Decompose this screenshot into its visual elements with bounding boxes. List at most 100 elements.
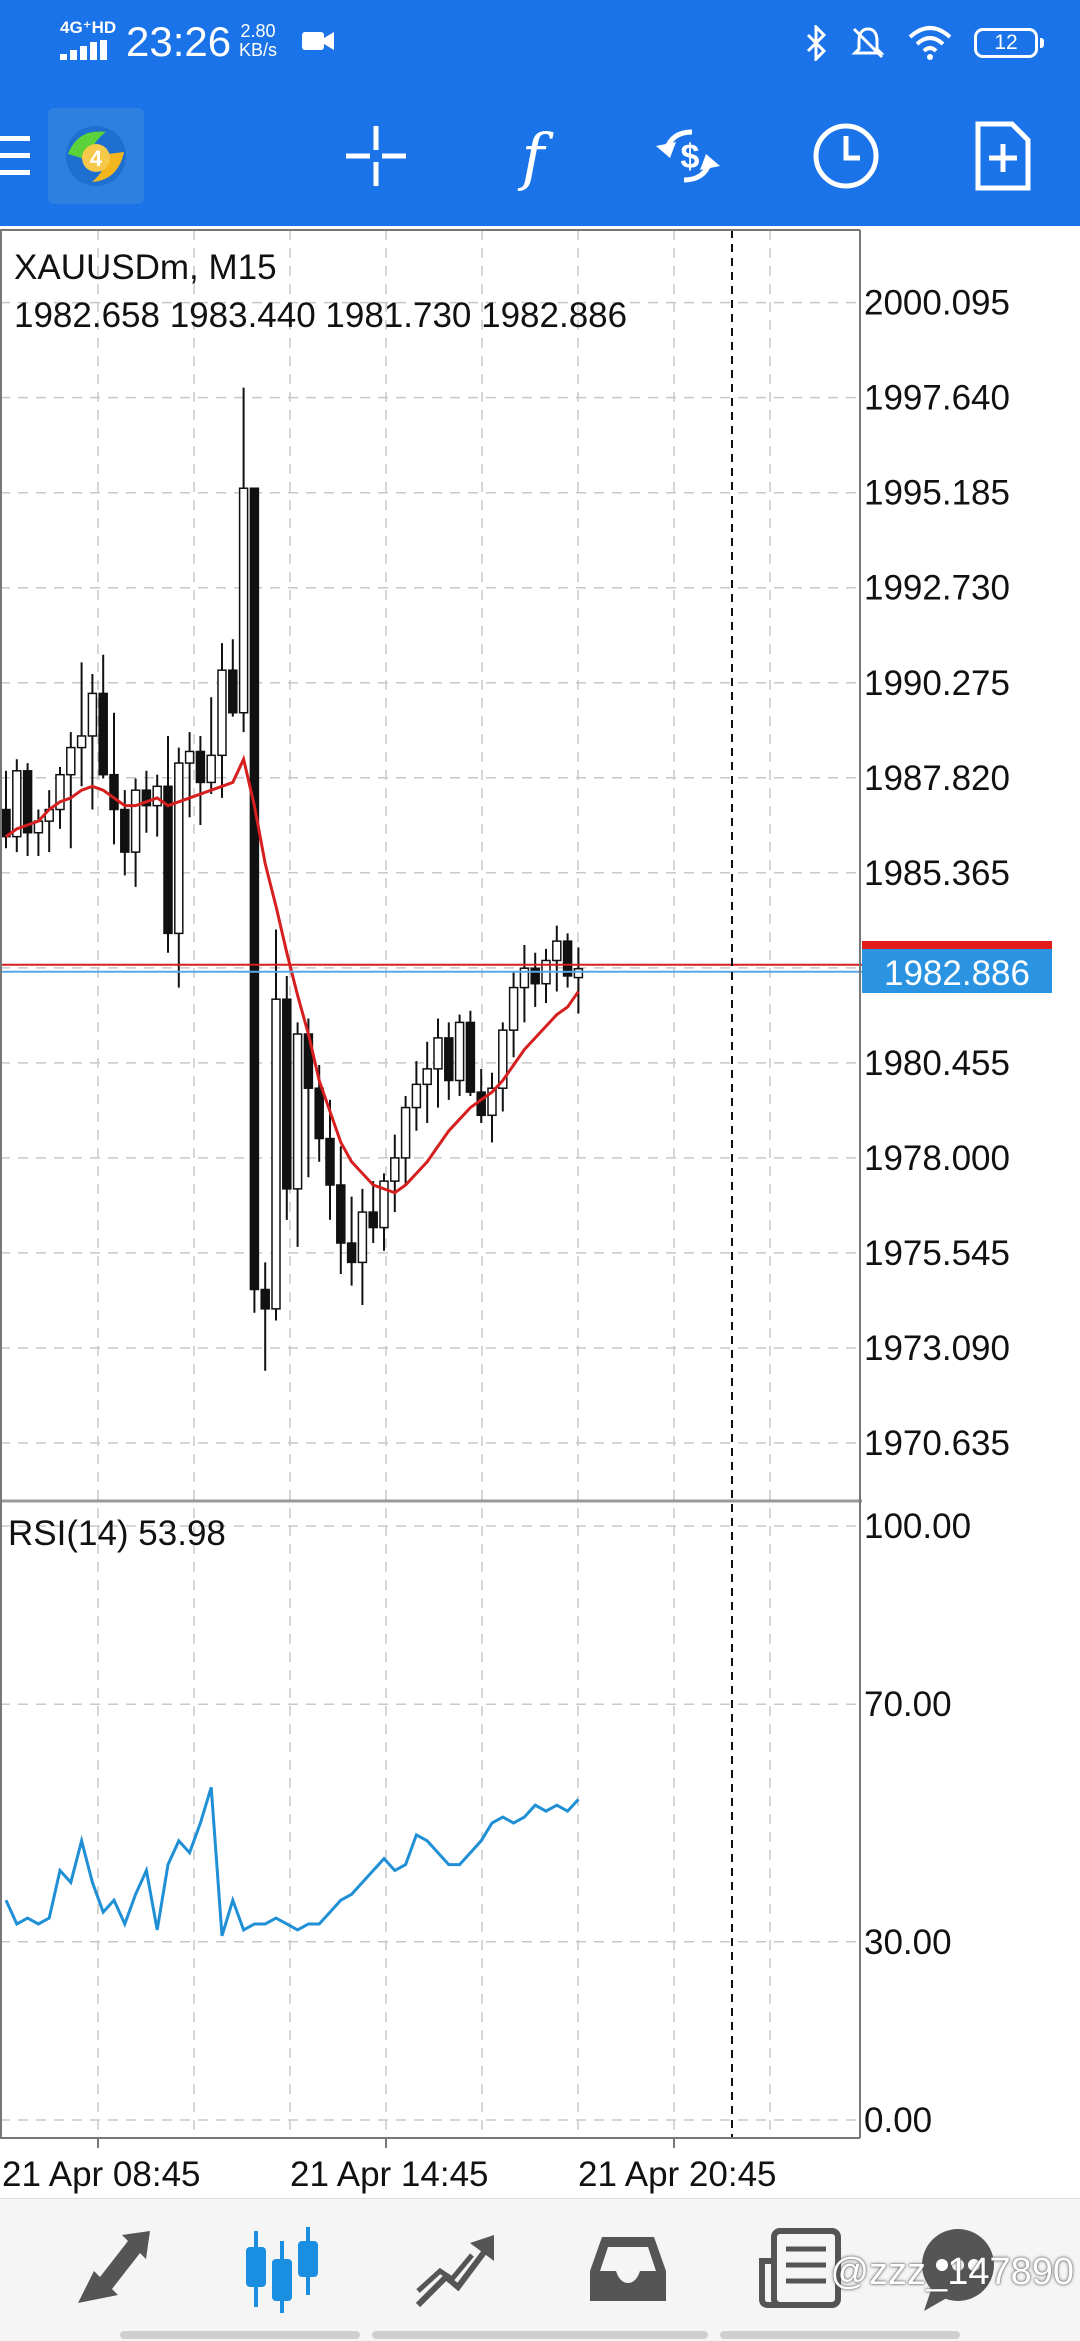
candle-body <box>152 785 162 807</box>
rsi-axis: 100.00 70.00 30.00 0.00 <box>864 1507 971 2140</box>
candle-body <box>109 773 119 811</box>
candle-body <box>325 1137 335 1186</box>
candle <box>454 1014 465 1096</box>
candle-body <box>184 750 195 764</box>
price-axis-label: 1970.635 <box>864 1424 1010 1463</box>
candle-body <box>163 785 173 935</box>
price-axis-label: 1987.820 <box>864 759 1010 798</box>
candle <box>487 1072 497 1143</box>
function-icon[interactable]: f <box>497 120 569 193</box>
crosshair-icon[interactable] <box>340 120 412 192</box>
nav-news-icon[interactable] <box>752 2221 848 2317</box>
price-axis-label: 2000.095 <box>864 284 1010 323</box>
rsi-line <box>4 1786 580 1937</box>
candle <box>422 1041 432 1124</box>
candle-body <box>519 967 530 989</box>
rsi-axis-label: 0.00 <box>864 2101 932 2140</box>
rsi-axis-label: 30.00 <box>864 1923 952 1962</box>
candle-body <box>238 487 249 714</box>
watermark-text: @zzz_147890 <box>830 2251 1074 2293</box>
current-price-tag: 1982.886 <box>862 940 1052 993</box>
status-icons: 12 <box>806 22 1044 64</box>
candle <box>411 1061 422 1131</box>
nav-messages-icon[interactable] <box>910 2221 1006 2317</box>
candle <box>444 1022 454 1100</box>
candle <box>282 975 292 1220</box>
candle-body <box>400 1106 411 1159</box>
candle-body <box>174 762 184 935</box>
nav-quotes-icon[interactable] <box>64 2221 160 2317</box>
candle <box>217 643 227 798</box>
signal-icon <box>60 40 108 60</box>
candle-body <box>444 1037 454 1082</box>
candle <box>271 929 281 1321</box>
candle-body <box>476 1091 486 1117</box>
candle-body <box>87 692 98 737</box>
candle-body <box>195 750 206 784</box>
candle-body <box>346 1242 357 1264</box>
candle <box>44 790 54 853</box>
candle-body <box>357 1211 368 1264</box>
candle <box>357 1188 368 1305</box>
price-axis-label: 1978.000 <box>864 1139 1010 1178</box>
candle <box>346 1196 357 1286</box>
candle-body <box>76 735 87 749</box>
rsi-axis-label: 100.00 <box>864 1507 971 1546</box>
candle <box>379 1173 389 1251</box>
svg-text:f: f <box>518 120 555 192</box>
nav-trade-icon[interactable] <box>406 2221 502 2317</box>
candle-body <box>292 1033 303 1190</box>
mt4-logo-icon[interactable]: 4 <box>48 108 144 204</box>
battery-icon: 12 <box>974 28 1044 58</box>
nav-history-icon[interactable] <box>580 2221 676 2317</box>
price-axis-label: 1995.185 <box>864 474 1010 513</box>
candle <box>249 487 260 1313</box>
candle <box>325 1099 335 1220</box>
nav-chart-icon[interactable] <box>234 2221 330 2317</box>
candle-body <box>271 998 281 1310</box>
candle <box>368 1181 378 1244</box>
candle-body <box>314 1087 324 1140</box>
candle-body <box>1 808 11 838</box>
candle-body <box>368 1211 378 1229</box>
chart-canvas[interactable]: 2000.095 1997.640 1995.185 1992.730 1990.275… <box>0 226 1080 2198</box>
bluetooth-icon <box>806 25 827 61</box>
candle <box>476 1068 486 1124</box>
candle <box>130 778 141 887</box>
candle-body <box>573 968 584 979</box>
candle-body <box>552 940 562 962</box>
candle <box>519 944 530 1023</box>
trade-icon[interactable]: $ <box>652 120 724 192</box>
clock-icon[interactable] <box>810 120 882 192</box>
bottom-navigation: @zzz_147890 <box>0 2198 1080 2341</box>
speed-unit: KB/s <box>239 40 278 60</box>
candle <box>260 1262 270 1371</box>
candle <box>292 1022 303 1247</box>
candle-body <box>465 1021 476 1093</box>
candle-body <box>66 746 76 776</box>
price-axis-label: 1985.365 <box>864 854 1010 893</box>
candle <box>109 712 119 845</box>
gesture-bar-right <box>720 2331 960 2339</box>
candle-body <box>454 1021 465 1082</box>
clock-time: 23:26 <box>126 18 232 65</box>
status-bar: 4G⁺HD 23:26 2.80 KB/s 12 <box>0 0 1080 86</box>
candle <box>87 674 98 810</box>
candle <box>152 774 162 837</box>
candle <box>174 747 184 988</box>
gesture-bar-center <box>372 2331 708 2339</box>
candle-body <box>228 669 238 714</box>
menu-icon[interactable] <box>0 136 30 176</box>
candle <box>22 763 33 856</box>
candle-body <box>55 773 65 811</box>
new-file-icon[interactable] <box>966 120 1038 192</box>
candle-body <box>390 1157 400 1182</box>
candle <box>400 1095 411 1185</box>
candle-body <box>498 1029 508 1089</box>
candle-body <box>562 940 573 977</box>
chart-toolbar: 4 f $ <box>0 86 1080 226</box>
gesture-bar-left <box>120 2331 360 2339</box>
candle-body <box>249 487 260 1291</box>
candle-body <box>336 1184 346 1244</box>
chart-area[interactable]: 2000.095 1997.640 1995.185 1992.730 1990.275… <box>0 226 1080 2198</box>
